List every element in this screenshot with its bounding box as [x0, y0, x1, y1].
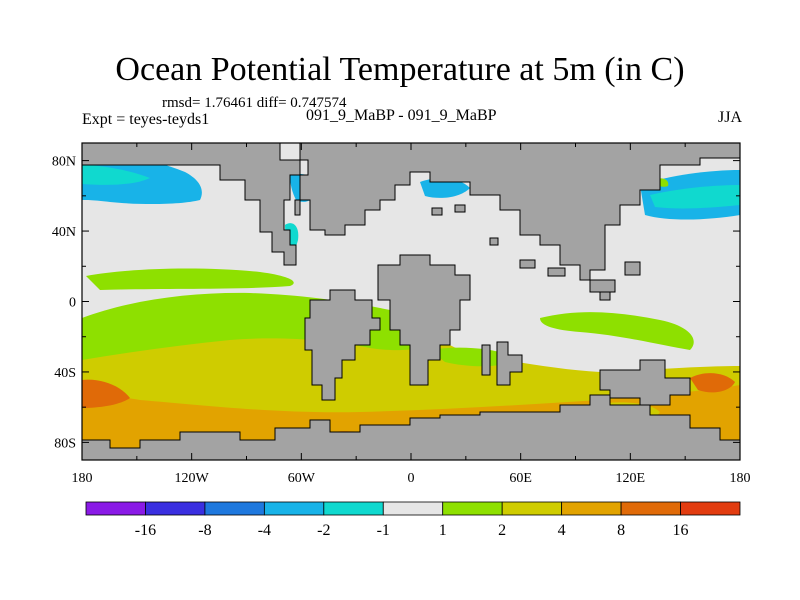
x-tick-label: 60E: [509, 471, 532, 486]
land-east-africa: [496, 341, 523, 386]
land-south-america: [304, 289, 381, 401]
colorbar-label: 1: [439, 522, 447, 539]
colorbar-swatch: [680, 501, 741, 516]
colorbar-label: 16: [673, 522, 689, 539]
colorbar-swatch: [85, 501, 146, 516]
colorbar-swatch: [382, 501, 444, 516]
colorbar-swatch: [442, 501, 503, 516]
land-mask: [82, 143, 740, 460]
x-tick-label: 120E: [616, 471, 646, 486]
x-tick-label: 120W: [175, 471, 210, 486]
hotspot-sw-pacific: [690, 373, 735, 393]
x-tick-label: 0: [408, 471, 415, 486]
colorbar: -16 -8 -4 -2 -1 1 2 4 8 16: [85, 501, 741, 539]
x-axis: 180 120W 60W 0 60E 120E 180: [72, 143, 751, 486]
green-band-tropic: [86, 268, 294, 290]
land-islands-se-asia: [519, 259, 641, 301]
land-antarctica: [82, 394, 740, 460]
green-band-indian: [540, 312, 694, 350]
experiment-label: Expt = teyes-teyds1: [82, 111, 210, 128]
colorbar-label: 4: [558, 522, 566, 539]
colorbar-swatch: [620, 501, 681, 516]
x-tick-label: 60W: [288, 471, 316, 486]
colorbar-swatch: [561, 501, 622, 516]
stats-label: rmsd= 1.76461 diff= 0.747574: [162, 95, 347, 111]
y-tick-label: 80N: [52, 155, 76, 170]
land-australia: [599, 359, 691, 406]
y-tick-label: 80S: [54, 436, 76, 451]
colorbar-label: -1: [377, 522, 390, 539]
land-europe-arm: [294, 199, 301, 216]
chart-title: Ocean Potential Temperature at 5m (in C): [115, 51, 685, 88]
colorbar-swatch: [145, 501, 206, 516]
season-label: JJA: [717, 109, 742, 126]
x-tick-label: 180: [730, 471, 751, 486]
land-small-islands: [431, 204, 499, 246]
colorbar-swatch: [323, 501, 384, 516]
y-axis: 80N 40N 0 40S 80S: [52, 155, 740, 451]
cool-ne-atlantic-teal: [650, 185, 740, 209]
y-tick-label: 40N: [52, 225, 76, 240]
colorbar-label: 2: [498, 522, 506, 539]
land-madagascar: [481, 344, 491, 376]
y-tick-label: 40S: [54, 366, 76, 381]
colorbar-swatch: [501, 501, 563, 516]
colorbar-swatch: [204, 501, 265, 516]
colorbar-swatch: [263, 501, 325, 516]
comparison-label: 091_9_MaBP - 091_9_MaBP: [306, 107, 497, 124]
y-tick-label: 0: [69, 296, 76, 311]
land-africa: [377, 254, 471, 386]
colorbar-label: 8: [617, 522, 625, 539]
map-area: [82, 143, 740, 460]
colorbar-label: -8: [198, 522, 211, 539]
orange-band-south: [82, 379, 130, 408]
land-eurasia: [299, 143, 740, 281]
cool-north-pacific-teal: [82, 165, 150, 185]
x-tick-label: 180: [72, 471, 93, 486]
cool-arctic: [420, 178, 470, 198]
colorbar-label: -16: [135, 522, 156, 539]
colorbar-label: -2: [317, 522, 330, 539]
colorbar-label: -4: [258, 522, 271, 539]
